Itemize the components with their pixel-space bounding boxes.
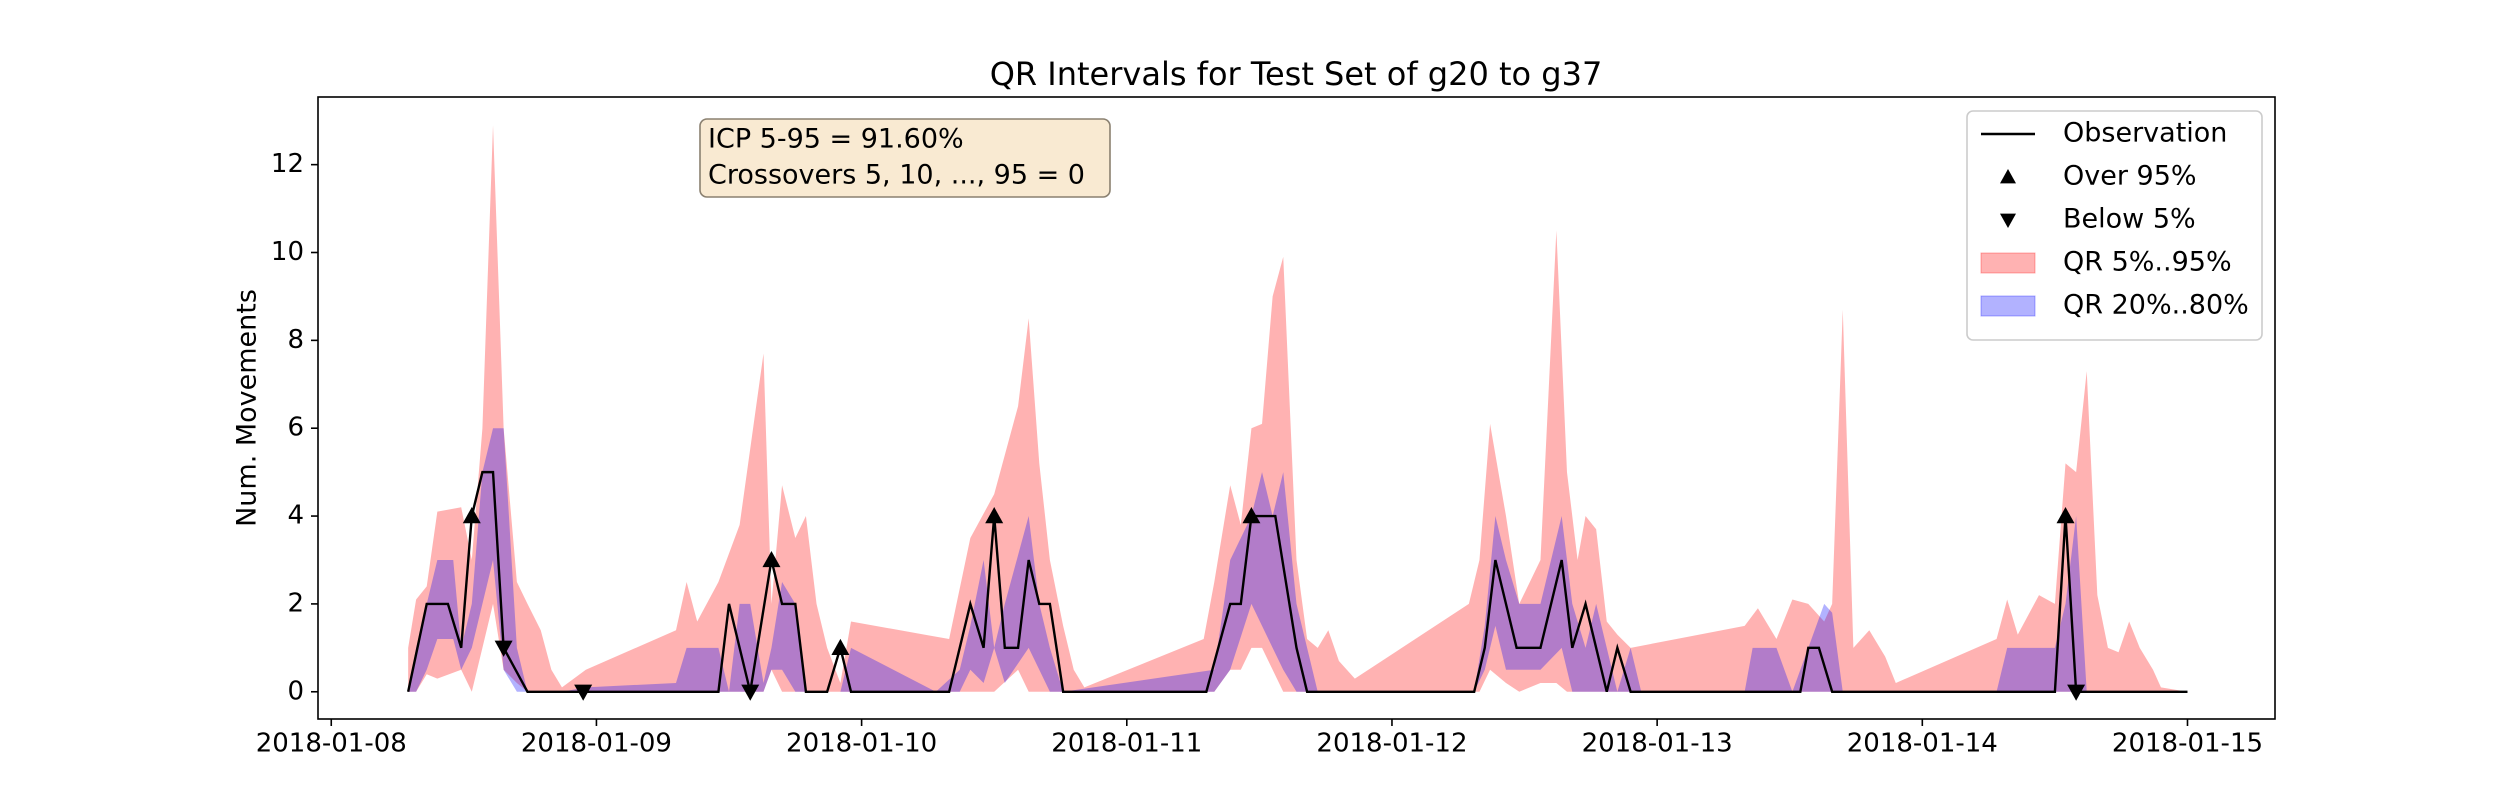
legend-swatch bbox=[1980, 252, 2036, 274]
observation-line bbox=[406, 470, 2188, 693]
x-tick-label: 2018-01-13 bbox=[1582, 729, 1733, 759]
plot-frame bbox=[317, 96, 2276, 720]
legend-label: Below 5% bbox=[2063, 204, 2196, 235]
annotation: Crossovers 5, 10, ..., 95 = 0 bbox=[708, 160, 1085, 191]
band bbox=[408, 125, 2188, 692]
x-tick-label: 2018-01-14 bbox=[1847, 729, 1998, 759]
legend-label: Observation bbox=[2063, 118, 2227, 149]
band bbox=[408, 428, 2108, 692]
marker bbox=[462, 507, 481, 524]
legend-swatch bbox=[2000, 213, 2016, 228]
x-tick-label: 2018-01-08 bbox=[256, 729, 407, 759]
y-tick-label: 8 bbox=[287, 325, 304, 355]
y-tick-label: 2 bbox=[287, 588, 304, 618]
x-tick-label: 2018-01-15 bbox=[2112, 729, 2263, 759]
y-axis-label: Num. Movements bbox=[232, 289, 263, 527]
x-tick-label: 2018-01-09 bbox=[521, 729, 672, 759]
legend-label: QR 20%..80% bbox=[2063, 290, 2249, 321]
legend-label: Over 95% bbox=[2063, 161, 2197, 192]
legend-swatch bbox=[1980, 295, 2036, 317]
y-tick-label: 4 bbox=[287, 501, 304, 531]
x-tick-label: 2018-01-12 bbox=[1316, 729, 1467, 759]
marker bbox=[1242, 507, 1261, 524]
chart-title: QR Intervals for Test Set of g20 to g37 bbox=[990, 55, 1603, 93]
x-tick-label: 2018-01-11 bbox=[1051, 729, 1202, 759]
marker bbox=[2067, 684, 2086, 701]
y-tick-label: 10 bbox=[271, 237, 304, 267]
annotation: ICP 5-95 = 91.60% bbox=[708, 124, 964, 155]
marker bbox=[762, 550, 781, 568]
marker bbox=[494, 640, 513, 657]
marker bbox=[831, 638, 850, 656]
marker bbox=[985, 507, 1004, 524]
legend-label: QR 5%..95% bbox=[2063, 247, 2232, 278]
annotation-box bbox=[699, 118, 1111, 198]
legend-swatch bbox=[2000, 169, 2016, 184]
y-tick-label: 0 bbox=[287, 676, 304, 706]
marker bbox=[574, 684, 593, 701]
y-tick-label: 12 bbox=[271, 149, 304, 179]
y-tick-label: 6 bbox=[287, 413, 304, 443]
marker bbox=[2056, 507, 2075, 524]
x-tick-label: 2018-01-10 bbox=[786, 729, 937, 759]
marker bbox=[741, 684, 760, 701]
legend-box bbox=[1966, 110, 2263, 341]
